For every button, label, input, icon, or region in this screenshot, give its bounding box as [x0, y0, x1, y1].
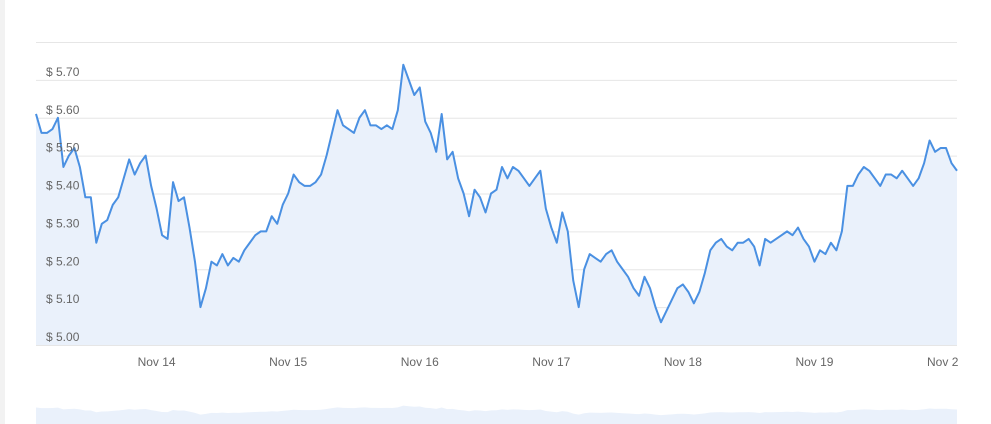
labels: $ 5.00 $ 5.10 $ 5.20 $ 5.30 $ 5.40 $ 5.50 $ 5.… — [46, 65, 965, 369]
price-line — [35, 63, 958, 324]
navigator-area — [36, 405, 957, 424]
x-tick-label: Nov 20 — [927, 355, 965, 369]
x-tick-label: Nov 17 — [532, 355, 570, 369]
y-tick-label: $ 5.10 — [46, 292, 80, 306]
y-tick-label: $ 5.30 — [46, 216, 80, 230]
y-tick-label: $ 5.20 — [46, 254, 80, 268]
x-tick-label: Nov 14 — [138, 355, 176, 369]
navigator — [36, 405, 957, 424]
y-tick-label: $ 5.60 — [46, 103, 80, 117]
y-tick-label: $ 5.50 — [46, 141, 80, 155]
x-tick-label: Nov 16 — [401, 355, 439, 369]
marks — [35, 63, 958, 345]
x-tick-label: Nov 18 — [664, 355, 702, 369]
y-tick-label: $ 5.00 — [46, 330, 80, 344]
x-tick-label: Nov 19 — [795, 355, 833, 369]
left-edge — [0, 0, 5, 424]
y-tick-label: $ 5.40 — [46, 179, 80, 193]
area — [36, 64, 957, 345]
x-tick-label: Nov 15 — [269, 355, 307, 369]
y-tick-label: $ 5.70 — [46, 65, 80, 79]
